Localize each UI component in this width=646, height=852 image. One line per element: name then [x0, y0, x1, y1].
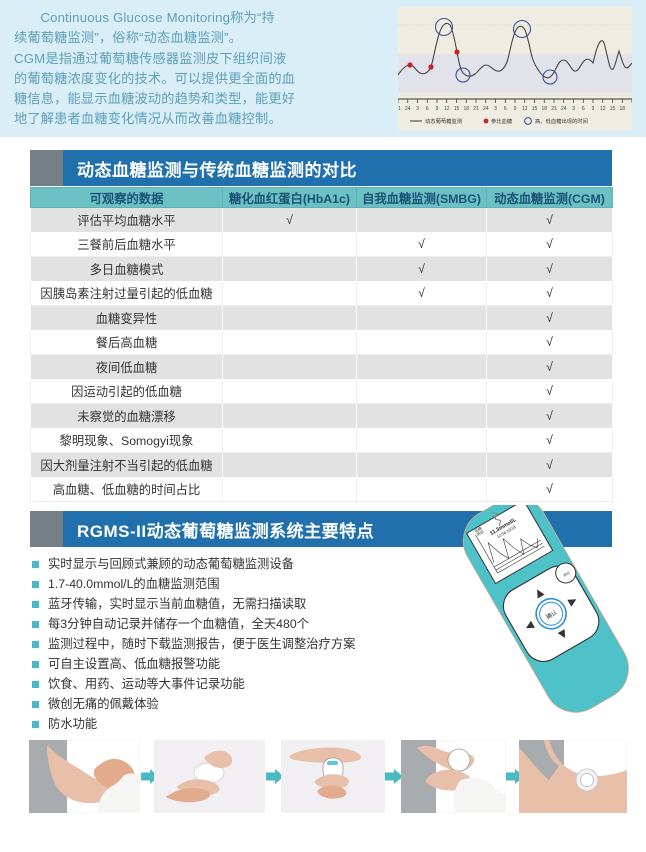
svg-text:15: 15 [454, 106, 460, 112]
svg-text:参比血糖: 参比血糖 [491, 117, 513, 125]
svg-text:6: 6 [504, 106, 507, 112]
svg-text:9: 9 [514, 106, 517, 112]
svg-text:18: 18 [541, 106, 547, 112]
svg-text:18: 18 [619, 106, 625, 112]
svg-text:3: 3 [416, 106, 419, 112]
svg-text:21: 21 [398, 106, 401, 112]
svg-text:动态葡萄糖监测: 动态葡萄糖监测 [425, 117, 462, 125]
svg-text:6: 6 [426, 106, 429, 112]
svg-text:18: 18 [463, 106, 469, 112]
svg-text:15: 15 [532, 106, 538, 112]
svg-text:24: 24 [405, 106, 411, 112]
svg-text:12: 12 [444, 106, 450, 112]
svg-text:15: 15 [610, 106, 616, 112]
svg-text:21: 21 [473, 106, 479, 112]
svg-text:21: 21 [551, 106, 557, 112]
svg-text:12: 12 [600, 106, 606, 112]
svg-text:6: 6 [582, 106, 585, 112]
svg-text:12: 12 [522, 106, 528, 112]
svg-text:24: 24 [561, 106, 567, 112]
svg-text:高、低血糖出现的时间: 高、低血糖出现的时间 [535, 117, 588, 125]
svg-text:3: 3 [572, 106, 575, 112]
svg-text:9: 9 [436, 106, 439, 112]
svg-text:24: 24 [483, 106, 489, 112]
svg-text:3: 3 [494, 106, 497, 112]
svg-text:9: 9 [592, 106, 595, 112]
